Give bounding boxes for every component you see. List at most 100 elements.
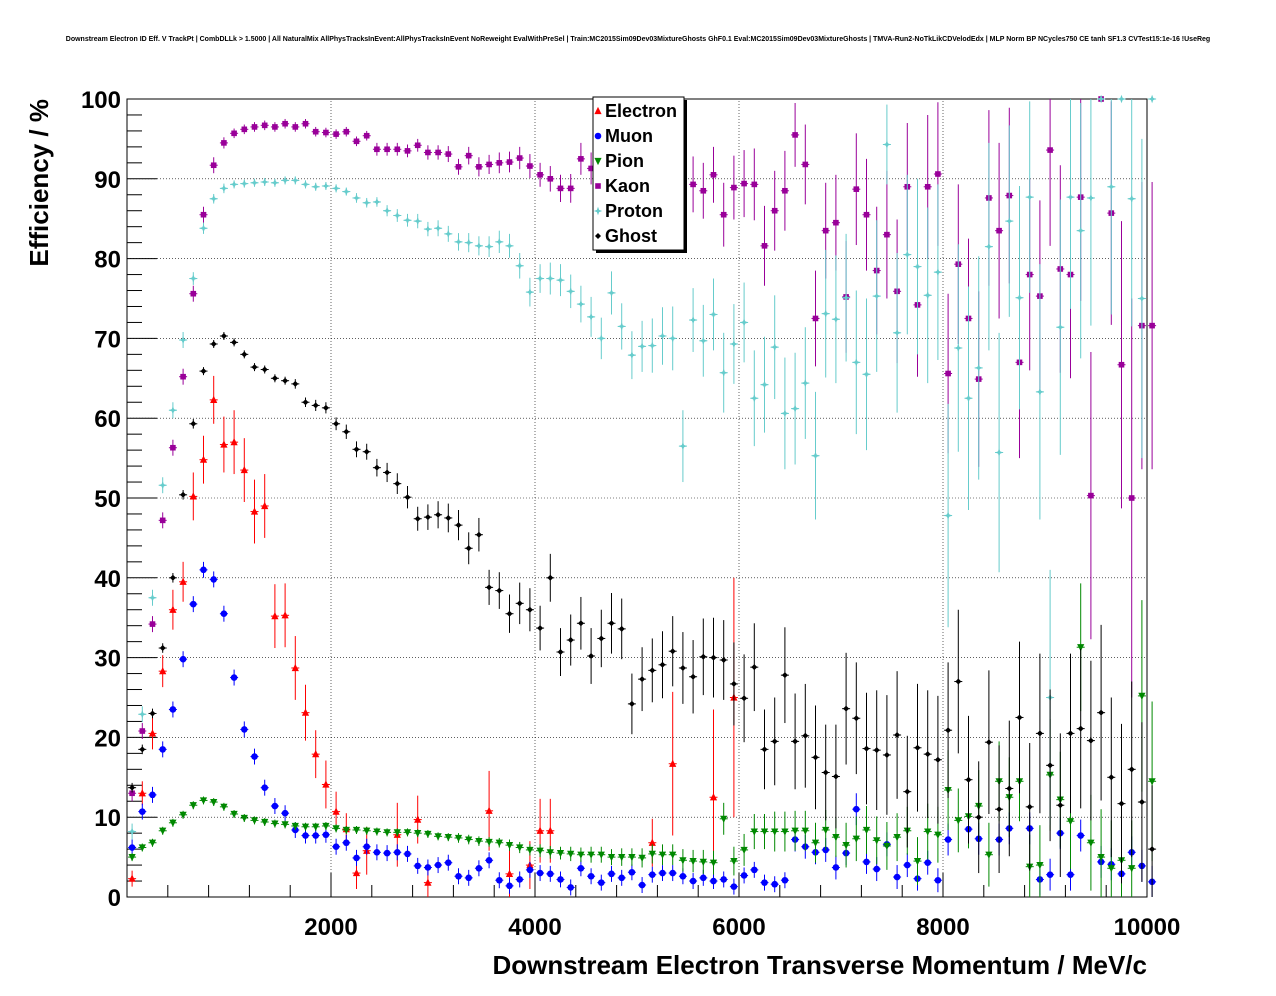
kaon-point bbox=[741, 180, 747, 187]
proton-point bbox=[1015, 293, 1024, 302]
electron-point bbox=[546, 826, 554, 834]
electron-point bbox=[138, 789, 146, 797]
ghost-point bbox=[363, 448, 370, 455]
kaon-point bbox=[353, 138, 360, 145]
proton-point bbox=[658, 331, 667, 341]
electron-point bbox=[230, 438, 238, 446]
ghost-point bbox=[404, 494, 411, 501]
pion-point bbox=[832, 834, 840, 842]
ghost-point bbox=[465, 545, 472, 552]
proton-point bbox=[841, 293, 851, 302]
pion-point bbox=[128, 854, 136, 862]
kaon-point bbox=[394, 146, 401, 153]
proton-point bbox=[719, 368, 728, 377]
kaon-point bbox=[221, 140, 227, 146]
proton-point bbox=[648, 341, 657, 350]
ghost-point bbox=[486, 584, 493, 591]
proton-point bbox=[148, 593, 157, 602]
electron-point bbox=[536, 826, 544, 834]
legend-label-electron: Electron bbox=[605, 101, 677, 121]
proton-point bbox=[750, 394, 759, 403]
kaon-point bbox=[690, 181, 696, 188]
proton-point bbox=[219, 184, 229, 193]
kaon-point bbox=[159, 517, 166, 524]
pion-point bbox=[414, 830, 422, 838]
kaon-point bbox=[506, 159, 513, 165]
y-tick-label: 70 bbox=[94, 326, 121, 353]
muon-point bbox=[924, 859, 931, 866]
kaon-point bbox=[312, 128, 319, 135]
ghost-point bbox=[710, 654, 717, 661]
pion-point bbox=[322, 822, 330, 831]
proton-point bbox=[1056, 323, 1065, 332]
pion-point bbox=[1097, 854, 1105, 862]
muon-point bbox=[404, 850, 411, 858]
muon-point bbox=[893, 873, 901, 881]
electron-point bbox=[169, 605, 177, 613]
proton-point bbox=[362, 198, 371, 207]
ghost-point bbox=[241, 351, 248, 358]
proton-point bbox=[495, 237, 504, 247]
pion-point bbox=[1087, 839, 1095, 847]
muon-point bbox=[485, 856, 493, 864]
ghost-point bbox=[282, 377, 289, 384]
proton-point bbox=[474, 241, 484, 251]
proton-point bbox=[576, 299, 586, 309]
muon-point bbox=[383, 849, 391, 857]
kaon-point bbox=[149, 621, 156, 627]
kaon-point bbox=[527, 163, 533, 169]
proton-point bbox=[464, 238, 473, 247]
proton-point bbox=[280, 176, 290, 185]
ghost-point bbox=[139, 746, 146, 753]
electron-point bbox=[271, 612, 279, 620]
ghost-point bbox=[445, 514, 452, 521]
ghost-point bbox=[832, 773, 839, 780]
ghost-point bbox=[934, 756, 941, 763]
proton-point bbox=[240, 179, 249, 188]
electron-point bbox=[261, 501, 269, 510]
proton-point bbox=[556, 275, 565, 285]
pion-point bbox=[159, 827, 167, 835]
muon-point bbox=[771, 880, 778, 888]
ghost-point bbox=[1026, 803, 1033, 810]
ghost-point bbox=[526, 606, 533, 613]
series-group bbox=[127, 94, 1157, 897]
ghost-point bbox=[271, 375, 278, 382]
pion-point bbox=[1066, 818, 1075, 826]
kaon-point bbox=[323, 129, 329, 136]
pion-point bbox=[546, 849, 554, 857]
ghost-point bbox=[1047, 762, 1054, 769]
muon-point bbox=[312, 832, 320, 839]
legend-marker-muon bbox=[594, 132, 602, 140]
ghost-point bbox=[669, 648, 676, 655]
pion-point bbox=[363, 827, 371, 835]
kaon-point bbox=[170, 444, 176, 451]
kaon-point bbox=[853, 186, 860, 192]
kaon-point bbox=[1088, 492, 1094, 499]
kaon-point bbox=[1149, 322, 1155, 329]
proton-point bbox=[790, 404, 800, 413]
proton-point bbox=[892, 328, 902, 338]
proton-series bbox=[127, 94, 1157, 840]
muon-point bbox=[567, 884, 574, 891]
pion-point bbox=[1036, 861, 1044, 870]
proton-point bbox=[821, 309, 830, 318]
proton-point bbox=[454, 237, 463, 247]
x-axis-label: Downstream Electron Transverse Momentum … bbox=[492, 950, 1147, 980]
muon-point bbox=[455, 872, 462, 880]
ghost-point bbox=[292, 380, 299, 387]
muon-point bbox=[730, 883, 738, 890]
pion-point bbox=[179, 811, 187, 819]
pion-point bbox=[638, 854, 646, 862]
ghost-point bbox=[924, 751, 931, 758]
electron-point bbox=[128, 874, 136, 882]
muon-point bbox=[904, 861, 911, 869]
pion-point bbox=[801, 827, 809, 835]
kaon-point bbox=[435, 149, 441, 156]
proton-point bbox=[709, 310, 718, 319]
proton-point bbox=[535, 274, 545, 283]
pion-point bbox=[709, 859, 718, 867]
pion-point bbox=[312, 823, 320, 831]
muon-point bbox=[322, 831, 330, 839]
ghost-point bbox=[516, 600, 523, 607]
